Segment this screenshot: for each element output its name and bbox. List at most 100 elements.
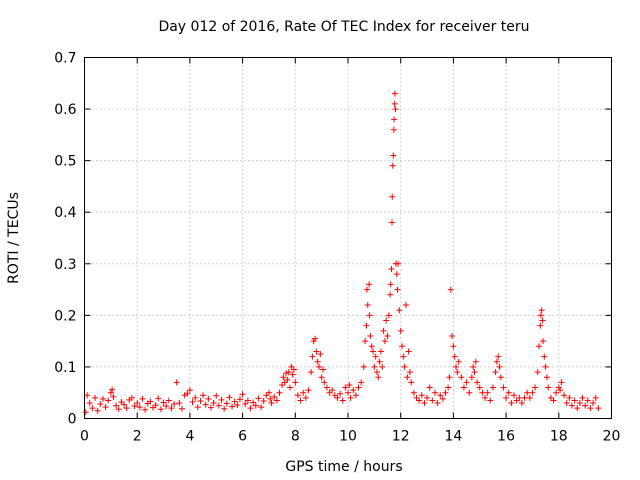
data-point <box>308 369 315 376</box>
data-point <box>142 406 149 413</box>
data-point <box>576 400 583 407</box>
data-point <box>123 405 130 412</box>
data-point <box>136 404 143 411</box>
y-tick-label: 0.2 <box>54 308 76 324</box>
data-point <box>321 379 328 386</box>
data-point <box>537 312 544 319</box>
data-point <box>300 389 307 396</box>
data-point <box>84 392 91 399</box>
data-point <box>181 392 188 399</box>
data-point <box>446 374 453 381</box>
data-point <box>236 396 243 403</box>
data-point <box>139 395 146 402</box>
data-point <box>109 386 116 393</box>
y-axis-label: ROTI / TECUs <box>6 192 22 284</box>
data-point <box>385 312 392 319</box>
data-point <box>479 389 486 396</box>
data-point <box>352 392 359 399</box>
data-point <box>434 400 441 407</box>
data-point <box>508 400 515 407</box>
data-point <box>541 353 548 360</box>
data-point <box>447 286 454 293</box>
data-point <box>466 389 473 396</box>
data-point <box>366 312 373 319</box>
data-point <box>445 384 452 391</box>
data-point <box>439 395 446 402</box>
data-point <box>102 404 109 411</box>
data-point <box>186 387 193 394</box>
data-point <box>511 392 518 399</box>
data-point <box>500 384 507 391</box>
data-point <box>197 397 204 404</box>
data-point <box>391 116 398 123</box>
x-tick-label: 8 <box>291 429 300 445</box>
data-point <box>375 374 382 381</box>
data-point <box>163 403 170 410</box>
data-point <box>472 358 479 365</box>
data-point <box>252 402 259 409</box>
y-tick-label: 0.3 <box>54 257 76 273</box>
data-point <box>579 394 586 401</box>
data-point <box>285 369 292 376</box>
data-point <box>346 381 353 388</box>
data-point <box>450 343 457 350</box>
data-point <box>555 384 562 391</box>
data-point <box>273 397 280 404</box>
data-point <box>390 152 397 159</box>
data-point <box>476 384 483 391</box>
data-point <box>539 338 546 345</box>
data-point <box>424 394 431 401</box>
x-tick-label: 16 <box>497 429 515 445</box>
data-point <box>454 369 461 376</box>
data-point <box>553 389 560 396</box>
data-point <box>392 106 399 113</box>
data-point <box>118 398 125 405</box>
data-point <box>518 400 525 407</box>
data-point <box>250 399 257 406</box>
data-point <box>396 307 403 314</box>
data-point <box>292 379 299 386</box>
data-point <box>226 394 233 401</box>
data-point <box>215 402 222 409</box>
y-tick-label: 0.4 <box>54 205 76 221</box>
data-point <box>310 338 317 345</box>
data-point <box>280 374 287 381</box>
data-point <box>268 400 275 407</box>
data-point <box>568 402 575 409</box>
data-point <box>92 394 99 401</box>
data-point <box>526 394 533 401</box>
data-point <box>82 409 89 416</box>
data-point <box>134 400 141 407</box>
x-tick-label: 14 <box>444 429 462 445</box>
data-point <box>397 327 404 334</box>
data-point <box>178 405 185 412</box>
data-point <box>379 363 386 370</box>
data-point <box>205 395 212 402</box>
data-point <box>207 404 214 411</box>
data-point <box>563 400 570 407</box>
data-point <box>532 384 539 391</box>
data-point <box>363 322 370 329</box>
data-point <box>363 286 370 293</box>
data-point <box>416 397 423 404</box>
data-point <box>370 348 377 355</box>
data-point <box>402 302 409 309</box>
y-tick-label: 0.6 <box>54 102 76 118</box>
data-point <box>231 398 238 405</box>
data-point <box>455 358 462 365</box>
data-point <box>574 405 581 412</box>
data-point <box>426 384 433 391</box>
data-point <box>391 100 398 107</box>
data-point <box>474 379 481 386</box>
data-point <box>366 281 373 288</box>
data-point <box>326 389 333 396</box>
data-point <box>314 358 321 365</box>
data-point <box>376 358 383 365</box>
data-point <box>401 363 408 370</box>
data-point <box>393 271 400 278</box>
data-point <box>516 394 523 401</box>
data-point <box>458 374 465 381</box>
data-point <box>218 396 225 403</box>
data-point <box>287 384 294 391</box>
data-point <box>97 401 104 408</box>
